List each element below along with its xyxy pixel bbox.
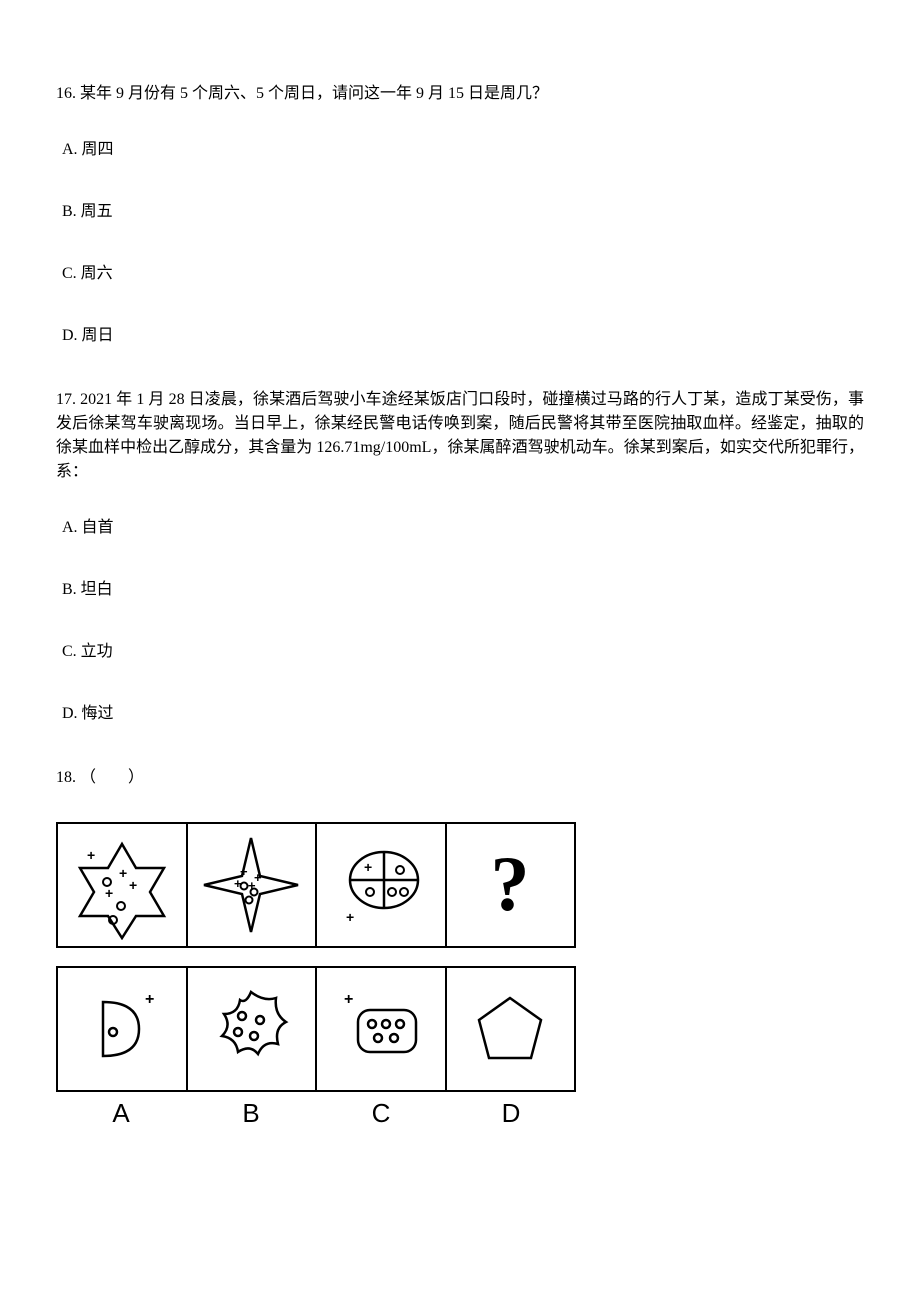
rounded-rect-icon: +	[322, 974, 440, 1084]
figure-cell-b	[188, 968, 318, 1090]
question-16: 16. 某年 9 月份有 5 个周六、5 个周日，请问这一年 9 月 15 日是…	[56, 82, 864, 348]
q17-option-d: D. 悔过	[56, 702, 864, 726]
figure-cell-q2: + + + +	[188, 824, 318, 946]
svg-text:+: +	[248, 878, 256, 893]
svg-text:+: +	[364, 859, 372, 875]
figure-row-top: + + + +	[56, 822, 576, 948]
q16-text: 某年 9 月份有 5 个周六、5 个周日，请问这一年 9 月 15 日是周几？	[80, 85, 548, 102]
q16-stem: 16. 某年 9 月份有 5 个周六、5 个周日，请问这一年 9 月 15 日是…	[56, 82, 864, 106]
q17-stem: 17. 2021 年 1 月 28 日凌晨，徐某酒后驾驶小车途经某饭店门口段时，…	[56, 388, 864, 484]
q16-option-a: A. 周四	[56, 138, 864, 162]
label-c: C	[316, 1098, 446, 1129]
page: 16. 某年 9 月份有 5 个周六、5 个周日，请问这一年 9 月 15 日是…	[0, 0, 920, 1302]
figure-cell-q1: + + + +	[58, 824, 188, 946]
six-star-icon: + + + +	[63, 830, 181, 940]
four-star-icon: + + + +	[192, 830, 310, 940]
figure-cell-q3: + +	[317, 824, 447, 946]
q17-option-b: B. 坦白	[56, 578, 864, 602]
blob-star-icon	[192, 974, 310, 1084]
svg-text:?: ?	[491, 840, 530, 927]
svg-text:+: +	[87, 847, 95, 863]
svg-text:+: +	[346, 909, 354, 925]
q16-option-d: D. 周日	[56, 324, 864, 348]
q17-number: 17.	[56, 391, 76, 408]
pentagon-icon	[451, 974, 569, 1084]
q16-option-c: C. 周六	[56, 262, 864, 286]
figure-cell-a: +	[58, 968, 188, 1090]
svg-text:+: +	[119, 865, 127, 881]
svg-text:+: +	[344, 991, 353, 1008]
figure-row-bottom: +	[56, 966, 576, 1092]
q17-option-a: A. 自首	[56, 516, 864, 540]
question-18: 18. （ ）	[56, 766, 864, 1129]
circle-quadrants-icon: + +	[322, 830, 440, 940]
figure-cell-q4: ?	[447, 824, 575, 946]
label-a: A	[56, 1098, 186, 1129]
q18-question-row: + + + +	[56, 822, 576, 948]
q18-answer-row: +	[56, 966, 576, 1129]
svg-text:+: +	[145, 991, 154, 1008]
label-b: B	[186, 1098, 316, 1129]
q18-stem: 18. （ ）	[56, 766, 864, 790]
question-17: 17. 2021 年 1 月 28 日凌晨，徐某酒后驾驶小车途经某饭店门口段时，…	[56, 388, 864, 726]
q17-option-c: C. 立功	[56, 640, 864, 664]
d-shape-icon: +	[63, 974, 181, 1084]
q16-number: 16.	[56, 85, 76, 102]
q18-number: 18.	[56, 769, 76, 786]
answer-labels: A B C D	[56, 1098, 576, 1129]
q18-text: （ ）	[80, 769, 144, 786]
q17-text: 2021 年 1 月 28 日凌晨，徐某酒后驾驶小车途经某饭店门口段时，碰撞横过…	[56, 391, 864, 480]
q16-option-b: B. 周五	[56, 200, 864, 224]
question-mark-icon: ?	[451, 830, 569, 940]
label-d: D	[446, 1098, 576, 1129]
svg-text:+: +	[234, 876, 242, 891]
figure-cell-c: +	[317, 968, 447, 1090]
svg-text:+: +	[105, 885, 113, 901]
svg-text:+: +	[129, 877, 137, 893]
figure-cell-d	[447, 968, 575, 1090]
